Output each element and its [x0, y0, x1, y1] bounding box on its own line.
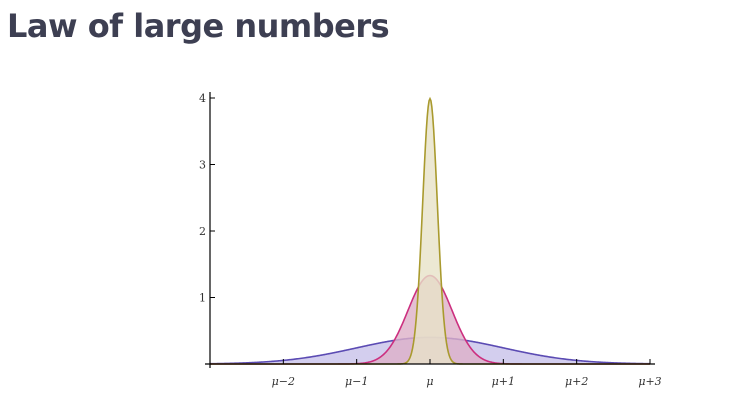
y-tick-label-2: 2 — [199, 225, 206, 238]
y-tick-label-1: 1 — [199, 292, 206, 305]
x-tick-label-4: μ+1 — [492, 375, 515, 388]
x-tick-label-1: μ−2 — [272, 375, 295, 388]
y-tick-label-3: 3 — [199, 159, 206, 172]
x-tick-label-3: μ — [426, 375, 433, 388]
series-layer — [209, 96, 651, 365]
x-tick-label-6: μ+3 — [638, 375, 661, 388]
x-tick-label-2: μ−1 — [345, 375, 368, 388]
x-tick-label-5: μ+2 — [565, 375, 588, 388]
series-3-area — [210, 98, 650, 364]
slide-title: Law of large numbers — [7, 7, 390, 45]
y-tick-label-4: 4 — [199, 92, 206, 105]
ticks-layer: μ−2 μ−1 μ μ+1 μ+2 μ+3 1 2 3 4 — [199, 92, 662, 388]
